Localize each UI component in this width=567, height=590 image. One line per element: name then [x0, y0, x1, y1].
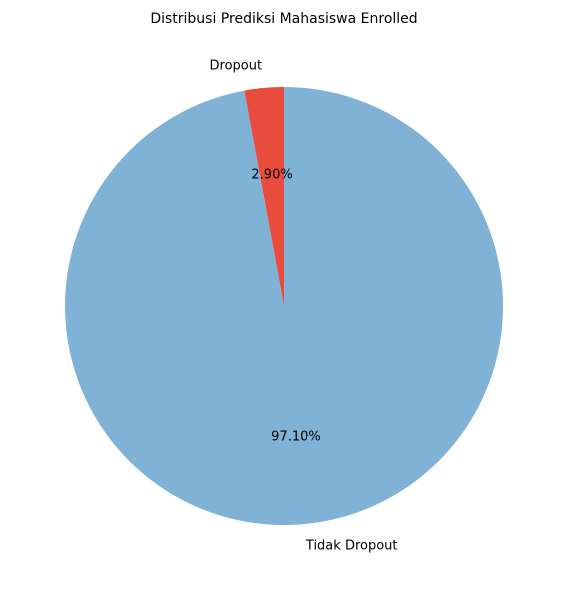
- pie-slice-dropout: [244, 87, 284, 306]
- slice-label-dropout: Dropout: [210, 59, 263, 74]
- pie-slice-tidak-dropout: [65, 87, 504, 525]
- percent-label-tidak-dropout: 97.10%: [271, 429, 321, 444]
- chart-title: Distribusi Prediksi Mahasiswa Enrolled: [150, 11, 417, 27]
- percent-label-dropout: 2.90%: [251, 168, 292, 183]
- pie-labels: Dropout 2.90% Tidak Dropout 97.10%: [210, 59, 398, 554]
- slice-label-tidak-dropout: Tidak Dropout: [305, 538, 398, 553]
- pie-slices: [65, 87, 504, 525]
